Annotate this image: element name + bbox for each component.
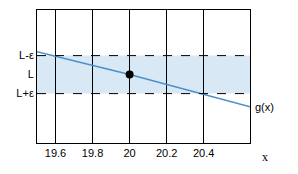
svg-text:19.8: 19.8 — [82, 147, 103, 159]
svg-text:20.4: 20.4 — [193, 147, 214, 159]
svg-text:L: L — [28, 68, 34, 80]
svg-text:20: 20 — [123, 147, 135, 159]
svg-text:19.6: 19.6 — [45, 147, 66, 159]
svg-text:L-ε: L-ε — [19, 49, 34, 61]
svg-text:g(x): g(x) — [255, 101, 274, 113]
svg-text:L+ε: L+ε — [16, 87, 34, 99]
svg-text:20.2: 20.2 — [156, 147, 177, 159]
svg-text:x: x — [262, 150, 268, 164]
